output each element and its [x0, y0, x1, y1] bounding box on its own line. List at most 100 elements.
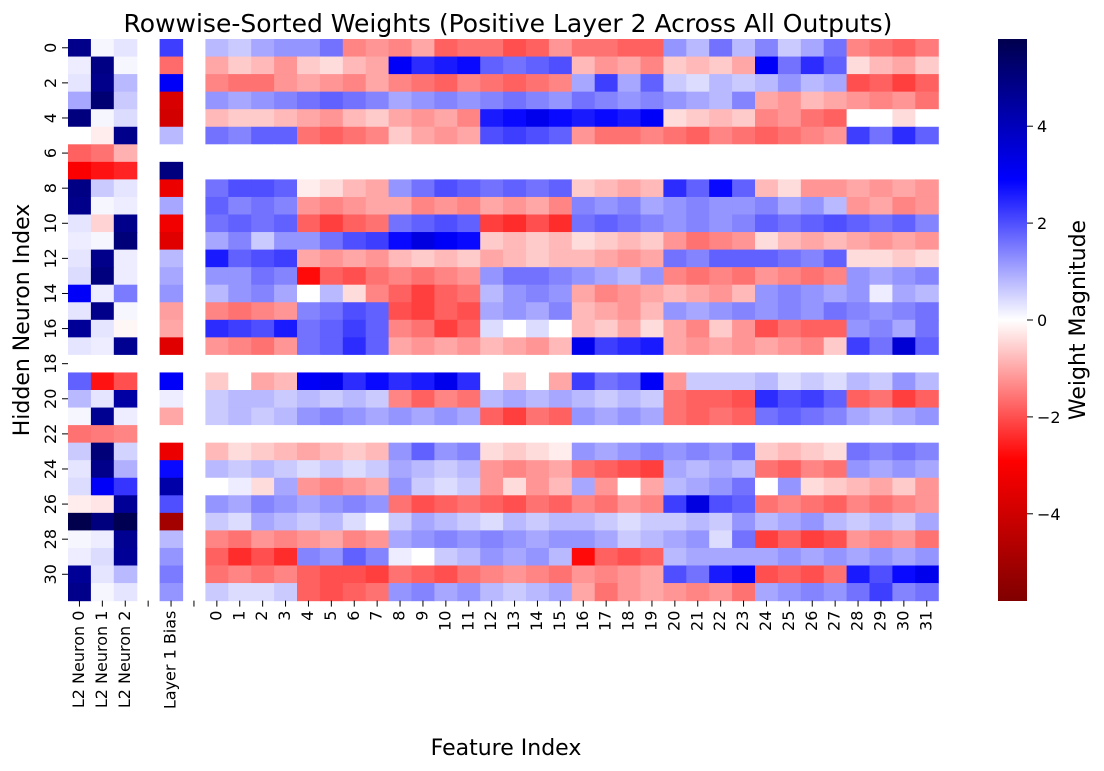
- heatmap-cell: [297, 512, 321, 531]
- heatmap-cell: [411, 109, 435, 128]
- heatmap-cell: [90, 109, 115, 128]
- heatmap-cell: [205, 512, 229, 531]
- heatmap-cell: [90, 196, 115, 216]
- heatmap-cell: [365, 214, 390, 233]
- heatmap-cell: [915, 161, 939, 180]
- heatmap-cell: [617, 319, 642, 338]
- heatmap-cell: [915, 144, 939, 163]
- heatmap-cell: [709, 284, 733, 303]
- heatmap-cell: [663, 460, 687, 479]
- heatmap-cell: [457, 337, 481, 356]
- heatmap-cell: [90, 249, 115, 268]
- heatmap-cell: [755, 442, 779, 461]
- y-tick-label: 14: [41, 283, 60, 303]
- heatmap-cell: [388, 39, 413, 58]
- x-axis-ticks: L2 Neuron 0 L2 Neuron 1 L2 Neuron 2 Layer 1…: [69, 600, 935, 709]
- heatmap-cell: [709, 249, 733, 268]
- heatmap-cell: [869, 530, 893, 549]
- heatmap-cell: [640, 284, 664, 303]
- heatmap-cell: [274, 284, 298, 303]
- heatmap-cell: [319, 583, 344, 602]
- heatmap-cell: [342, 477, 367, 496]
- heatmap-cell: [892, 91, 916, 110]
- heatmap-cell: [869, 442, 893, 461]
- x-tick-label: 16: [573, 611, 592, 631]
- y-tick-label: 30: [41, 564, 60, 584]
- heatmap-cell: [319, 74, 344, 93]
- heatmap-cell: [342, 232, 367, 251]
- heatmap-cell: [319, 372, 344, 391]
- heatmap-cell: [434, 214, 458, 233]
- heatmap-cell: [113, 565, 138, 584]
- x-tick-label: 22: [710, 611, 729, 631]
- heatmap-cell: [755, 161, 779, 180]
- heatmap-cell: [709, 214, 733, 233]
- x-tick-label: 11: [458, 611, 477, 631]
- heatmap-cell: [480, 39, 504, 58]
- heatmap-cell: [274, 319, 298, 338]
- heatmap-cell: [434, 267, 458, 286]
- heatmap-cell: [434, 337, 458, 356]
- heatmap-cell: [297, 425, 321, 444]
- heatmap-cell: [915, 442, 939, 461]
- heatmap-cell: [526, 354, 550, 374]
- heatmap-cell: [113, 477, 138, 496]
- heatmap-cell: [113, 126, 138, 145]
- heatmap-cell: [755, 179, 779, 198]
- heatmap-cell: [869, 319, 893, 338]
- heatmap-cell: [411, 337, 435, 356]
- heatmap-cell: [892, 407, 916, 426]
- heatmap-cell: [663, 214, 687, 233]
- heatmap-cell: [846, 319, 871, 338]
- y-tick-label: 2: [41, 78, 60, 88]
- heatmap-cell: [915, 302, 939, 321]
- heatmap-cell: [709, 56, 733, 75]
- heatmap-cell: [777, 74, 802, 93]
- heatmap-cell: [297, 565, 321, 584]
- heatmap-cell: [617, 477, 642, 496]
- heatmap-cell: [113, 109, 138, 128]
- heatmap-cell: [388, 284, 413, 303]
- heatmap-cell: [251, 583, 275, 602]
- heatmap-cell: [617, 267, 642, 286]
- heatmap-cell: [297, 372, 321, 391]
- heatmap-cell: [90, 565, 115, 584]
- heatmap-cell: [411, 249, 435, 268]
- heatmap-cell: [594, 214, 619, 233]
- colorbar: [998, 39, 1027, 601]
- heatmap-cell: [342, 91, 367, 110]
- heatmap-cell: [732, 319, 756, 338]
- heatmap-cell: [90, 390, 115, 409]
- heatmap-cell: [869, 372, 893, 391]
- heatmap-cell: [205, 74, 229, 93]
- heatmap-cell: [319, 232, 344, 251]
- heatmap-cell: [457, 512, 481, 531]
- heatmap-cell: [800, 126, 825, 145]
- heatmap-cell: [434, 425, 458, 444]
- heatmap-cell: [755, 39, 779, 58]
- heatmap-cell: [319, 565, 344, 584]
- heatmap-cell: [159, 495, 184, 514]
- heatmap-cell: [113, 214, 138, 233]
- heatmap-cell: [617, 74, 642, 93]
- heatmap-cell: [113, 91, 138, 110]
- heatmap-cell: [319, 319, 344, 338]
- colorbar-ticks: 4 2 0 −2 −4: [1027, 117, 1061, 524]
- heatmap-cell: [159, 249, 184, 268]
- heatmap-cell: [342, 302, 367, 321]
- heatmap-cell: [457, 214, 481, 233]
- heatmap-cell: [594, 477, 619, 496]
- heatmap-cell: [90, 547, 115, 567]
- heatmap-cell: [640, 565, 664, 584]
- heatmap-cell: [319, 126, 344, 145]
- heatmap-cell: [777, 565, 802, 584]
- heatmap-cell: [571, 530, 596, 549]
- heatmap-cell: [777, 530, 802, 549]
- heatmap-cell: [823, 179, 848, 198]
- heatmap-cell: [297, 495, 321, 514]
- heatmap-cell: [617, 232, 642, 251]
- heatmap-cell: [548, 284, 573, 303]
- heatmap-cell: [846, 372, 871, 391]
- heatmap-cell: [205, 407, 229, 426]
